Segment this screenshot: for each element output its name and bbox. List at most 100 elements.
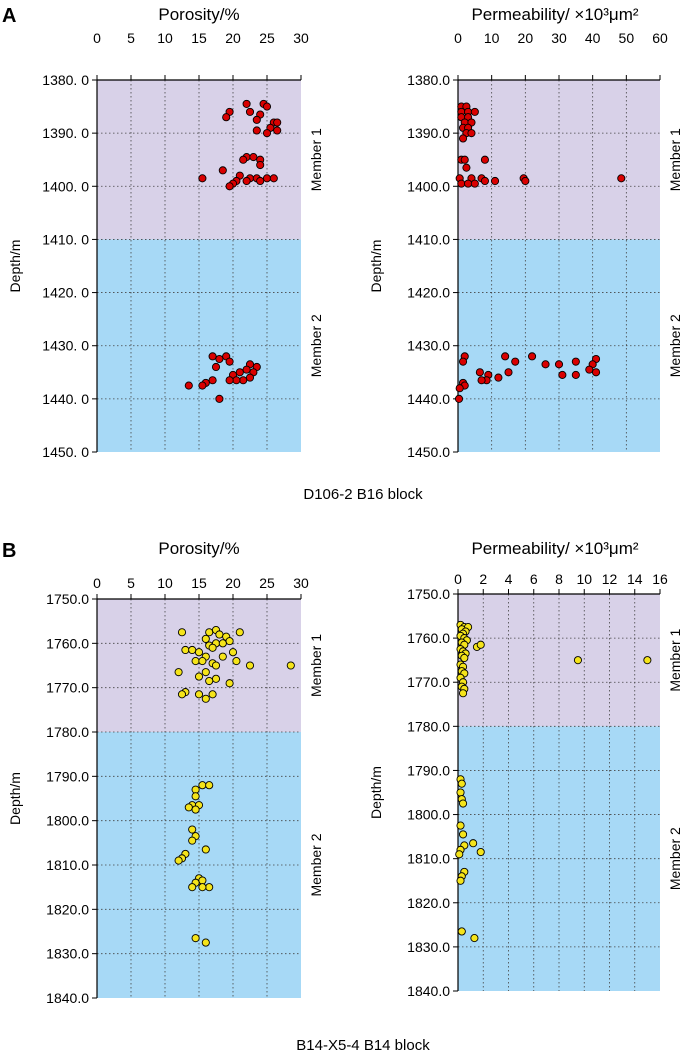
data-point bbox=[232, 376, 241, 385]
data-point bbox=[573, 656, 582, 665]
data-point bbox=[184, 803, 193, 812]
data-point bbox=[252, 126, 261, 135]
data-point bbox=[262, 174, 272, 183]
data-point bbox=[198, 876, 207, 885]
x-tick-label: 14 bbox=[627, 571, 643, 587]
data-point bbox=[194, 672, 204, 681]
data-point bbox=[470, 107, 479, 116]
data-point bbox=[585, 365, 594, 374]
caption-b: B14-X5-4 B14 block bbox=[296, 1037, 430, 1052]
data-point bbox=[456, 821, 465, 830]
data-point bbox=[476, 640, 485, 649]
data-point bbox=[201, 845, 210, 854]
data-point bbox=[208, 643, 217, 652]
x-tick-label: 10 bbox=[484, 30, 500, 46]
data-point bbox=[245, 661, 255, 670]
data-point bbox=[177, 628, 187, 637]
data-point bbox=[215, 630, 224, 639]
y-tick-label: 1450.0 bbox=[407, 444, 450, 460]
data-point bbox=[235, 628, 244, 637]
y-tick-label: 1800.0 bbox=[407, 807, 450, 823]
data-point bbox=[245, 373, 255, 382]
x-tick-label: 30 bbox=[551, 30, 567, 46]
x-tick-label: 0 bbox=[93, 30, 101, 46]
y-tick-label: 1810.0 bbox=[407, 851, 450, 867]
data-point bbox=[528, 352, 537, 361]
data-point bbox=[571, 370, 580, 379]
data-point bbox=[458, 830, 468, 839]
data-point bbox=[476, 848, 485, 857]
x-tick-label: 12 bbox=[602, 571, 618, 587]
y-tick-label: 1760.0 bbox=[407, 630, 450, 646]
data-point bbox=[174, 856, 183, 865]
data-point bbox=[643, 656, 652, 665]
y-tick-label: 1840.0 bbox=[407, 983, 450, 999]
data-point bbox=[191, 805, 200, 814]
y-tick-label: 1800.0 bbox=[46, 813, 89, 829]
x-tick-label: 15 bbox=[191, 575, 207, 591]
data-point bbox=[198, 781, 207, 790]
data-point bbox=[252, 115, 261, 124]
data-point bbox=[222, 113, 231, 122]
data-point bbox=[211, 674, 221, 683]
x-tick-label: 20 bbox=[225, 30, 241, 46]
x-tick-label: 8 bbox=[555, 571, 563, 587]
y-tick-label: 1390. 0 bbox=[42, 125, 89, 141]
data-point bbox=[467, 129, 476, 138]
y-axis-label: Depth/m bbox=[7, 772, 23, 825]
member-label: Member 2 bbox=[308, 833, 324, 896]
data-point bbox=[477, 376, 486, 385]
chart-title: Permeability/ ×10³μm² bbox=[471, 5, 638, 24]
y-tick-label: 1750.0 bbox=[407, 586, 450, 602]
data-point bbox=[558, 370, 567, 379]
data-point bbox=[286, 661, 295, 670]
data-point bbox=[188, 883, 197, 892]
data-point bbox=[174, 668, 183, 677]
data-point bbox=[201, 938, 210, 947]
data-point bbox=[455, 384, 464, 393]
data-point bbox=[457, 179, 466, 188]
x-tick-label: 50 bbox=[619, 30, 635, 46]
y-tick-label: 1380.0 bbox=[407, 72, 450, 88]
x-tick-label: 10 bbox=[576, 571, 592, 587]
y-tick-label: 1420. 0 bbox=[42, 285, 89, 301]
data-point bbox=[454, 394, 464, 403]
data-point bbox=[480, 155, 489, 164]
y-tick-label: 1420.0 bbox=[407, 285, 450, 301]
data-point bbox=[191, 792, 200, 801]
data-point bbox=[458, 689, 468, 698]
member-label: Member 2 bbox=[667, 314, 683, 377]
data-point bbox=[215, 394, 224, 403]
data-point bbox=[490, 176, 500, 186]
data-point bbox=[494, 373, 503, 382]
data-point bbox=[249, 153, 258, 162]
data-point bbox=[188, 836, 197, 845]
data-point bbox=[225, 357, 234, 366]
y-tick-label: 1790.0 bbox=[46, 768, 89, 784]
zone-1 bbox=[97, 599, 301, 732]
data-point bbox=[218, 639, 227, 648]
x-tick-label: 40 bbox=[585, 30, 601, 46]
y-tick-label: 1780.0 bbox=[407, 718, 450, 734]
data-point bbox=[458, 134, 468, 143]
data-point bbox=[458, 799, 468, 808]
data-point bbox=[256, 176, 265, 186]
x-tick-label: 0 bbox=[454, 30, 462, 46]
x-tick-label: 6 bbox=[530, 571, 538, 587]
data-point bbox=[242, 365, 251, 374]
data-point bbox=[205, 676, 214, 686]
data-point bbox=[205, 781, 214, 790]
x-tick-label: 60 bbox=[652, 30, 668, 46]
y-tick-label: 1390.0 bbox=[407, 125, 450, 141]
panel-label-a: A bbox=[2, 5, 16, 27]
chart-4: 0 2 4 6 8 10 12 14 16 1750.0 1760.0 1770.0 1780.0 179… bbox=[368, 539, 683, 999]
x-tick-label: 30 bbox=[293, 30, 309, 46]
chart-1: 0 5 10 15 20 25 30 1380. 0 1390. 0 1400. 0 1410. 0… bbox=[7, 5, 324, 460]
data-point bbox=[198, 381, 207, 390]
x-tick-label: 20 bbox=[225, 575, 241, 591]
member-label: Member 2 bbox=[308, 314, 324, 377]
data-point bbox=[177, 690, 187, 699]
data-point bbox=[201, 634, 210, 643]
data-point bbox=[225, 376, 234, 385]
chart-3: 0 5 10 15 20 25 30 1750.0 1760.0 1770.0 1780.0 1790… bbox=[7, 539, 324, 1006]
